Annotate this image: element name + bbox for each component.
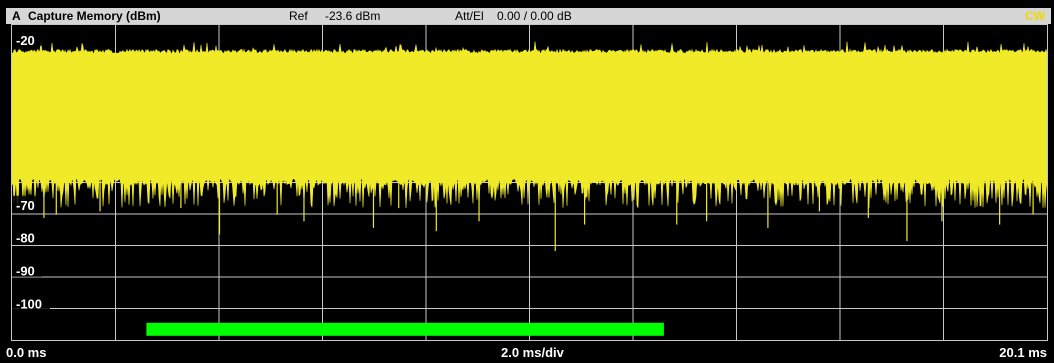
trace-1 [12, 41, 1047, 251]
x-division-label: 2.0 ms/div [501, 345, 564, 360]
trace-title: Capture Memory (dBm) [28, 9, 161, 23]
trace-envelope [12, 41, 1047, 209]
y-tick-label: -20 [16, 33, 35, 48]
screen-label: A [12, 9, 21, 23]
attenuation-value: 0.00 / 0.00 dB [497, 9, 572, 23]
y-tick-label: -90 [16, 264, 35, 279]
y-label-backing [12, 195, 42, 211]
x-axis-footer: 0.0 ms 2.0 ms/div 20.1 ms [6, 344, 1051, 362]
y-label-backing [12, 261, 42, 277]
y-label-backing [12, 294, 50, 310]
attenuation-label: Att/El [455, 9, 484, 23]
y-axis-labels: -20 -70 -80 -90 -100 [12, 30, 50, 312]
y-tick-label: -80 [16, 231, 35, 246]
y-label-backing [12, 228, 42, 244]
ref-level-label: Ref [289, 9, 308, 23]
x-stop-label: 20.1 ms [999, 345, 1047, 360]
y-tick-label: -100 [16, 297, 42, 312]
capture-plot[interactable]: -20 -70 -80 -90 -100 [12, 25, 1047, 340]
gating-bar-layer [146, 322, 664, 336]
gating-bar [146, 322, 664, 336]
x-start-label: 0.0 ms [6, 345, 47, 360]
cw-mode-badge: CW [1025, 9, 1045, 23]
ref-level-value: -23.6 dBm [325, 9, 381, 23]
y-tick-label: -70 [16, 198, 35, 213]
trace-header-bar: A Capture Memory (dBm) Ref -23.6 dBm Att… [6, 8, 1051, 24]
y-label-backing [12, 30, 42, 46]
